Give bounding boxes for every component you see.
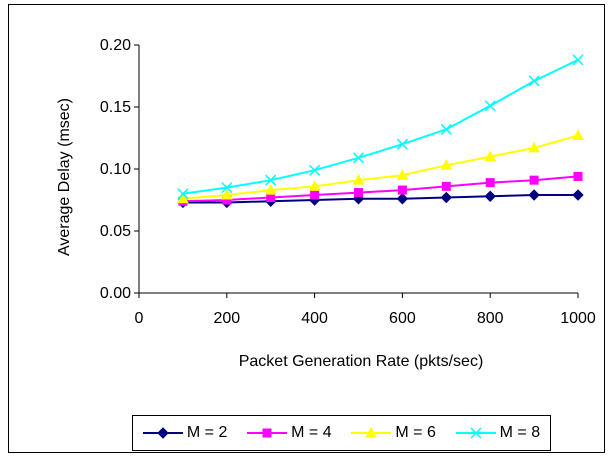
data-point bbox=[396, 138, 408, 150]
y-tick-label: 0.15 bbox=[100, 99, 131, 116]
data-point bbox=[221, 182, 233, 194]
y-tick-label: 0.00 bbox=[100, 285, 131, 302]
data-point bbox=[529, 175, 539, 185]
data-point bbox=[396, 169, 409, 180]
data-point bbox=[397, 185, 407, 195]
x-tick-label: 800 bbox=[477, 310, 504, 327]
legend-label: M = 2 bbox=[186, 424, 228, 441]
data-point bbox=[484, 190, 496, 202]
y-tick-label: 0.20 bbox=[100, 37, 131, 54]
series-line bbox=[182, 58, 579, 195]
data-point bbox=[528, 75, 540, 87]
data-point bbox=[485, 178, 495, 188]
data-point bbox=[308, 180, 321, 191]
legend-swatch bbox=[142, 427, 183, 439]
y-tick-label: 0.10 bbox=[100, 161, 131, 178]
data-point bbox=[484, 150, 497, 162]
x-tick-label: 600 bbox=[389, 310, 416, 327]
series-line bbox=[182, 175, 579, 203]
data-point bbox=[528, 141, 540, 153]
data-point bbox=[396, 193, 409, 205]
data-point bbox=[310, 190, 320, 200]
line-chart: Average Delay (msec) Packet Generation R… bbox=[56, 37, 596, 370]
legend-item: M = 8 bbox=[455, 424, 541, 442]
x-tick-label: 1000 bbox=[560, 310, 596, 327]
series-line bbox=[182, 134, 579, 200]
data-point bbox=[352, 174, 365, 185]
data-point bbox=[266, 193, 276, 203]
data-point bbox=[528, 189, 540, 201]
data-point bbox=[177, 188, 189, 200]
legend-item: M = 6 bbox=[351, 424, 436, 442]
data-point bbox=[354, 188, 363, 198]
data-point bbox=[264, 184, 277, 195]
legend-swatch bbox=[351, 426, 392, 438]
legend-label: M = 6 bbox=[395, 424, 436, 441]
y-axis-title: Average Delay (msec) bbox=[56, 98, 73, 256]
data-point bbox=[441, 181, 451, 191]
legend-swatch bbox=[247, 428, 288, 438]
data-point bbox=[440, 159, 453, 170]
data-point bbox=[440, 123, 452, 135]
data-point bbox=[352, 152, 365, 164]
plot-area: 0.00 0.05 0.10 0.15 0.20 0 200 400 600 800 1000 bbox=[100, 37, 596, 327]
data-point bbox=[262, 428, 272, 438]
data-point bbox=[265, 174, 277, 186]
data-point bbox=[365, 426, 378, 438]
data-point bbox=[572, 129, 584, 141]
legend-label: M = 8 bbox=[499, 424, 541, 441]
data-point bbox=[309, 164, 321, 176]
series-line bbox=[182, 194, 578, 204]
x-tick-label: 400 bbox=[301, 310, 328, 327]
legend-label: M = 4 bbox=[291, 424, 332, 441]
legend-item: M = 2 bbox=[142, 424, 228, 442]
data-point bbox=[572, 54, 584, 66]
data-point bbox=[220, 189, 233, 200]
x-axis-title: Packet Generation Rate (pkts/sec) bbox=[239, 353, 484, 370]
chart-frame: Average Delay (msec) Packet Generation R… bbox=[8, 4, 605, 453]
data-point bbox=[440, 191, 453, 204]
data-point bbox=[157, 427, 169, 439]
data-point bbox=[177, 192, 189, 204]
data-point bbox=[484, 100, 496, 112]
legend-item: M = 4 bbox=[247, 424, 332, 442]
data-point bbox=[572, 189, 584, 201]
x-tick-label: 200 bbox=[213, 310, 240, 327]
y-tick-label: 0.05 bbox=[100, 223, 131, 240]
x-tick-label: 0 bbox=[135, 310, 144, 327]
data-point bbox=[470, 427, 482, 439]
legend-swatch bbox=[455, 427, 496, 439]
data-point bbox=[573, 171, 583, 181]
legend: M = 2 M = 4 M = 6 M = 8 bbox=[132, 415, 551, 451]
